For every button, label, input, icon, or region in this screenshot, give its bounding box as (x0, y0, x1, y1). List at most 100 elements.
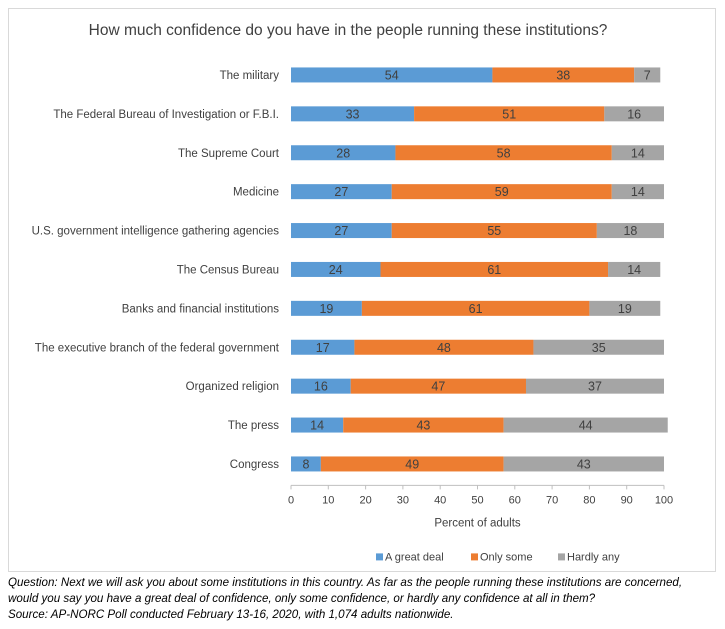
bar-segment-only-some (361, 300, 590, 316)
x-tick-label: 100 (655, 494, 673, 506)
category-label: The Federal Bureau of Investigation or F… (53, 109, 279, 121)
data-label: 37 (588, 380, 602, 394)
bar-segment-a-great-deal (291, 261, 381, 277)
data-label: 61 (487, 263, 501, 277)
category-label: The Census Bureau (177, 264, 279, 276)
category-label: Medicine (233, 187, 279, 199)
data-label: 54 (385, 68, 399, 82)
legend-swatch-a-great-deal (376, 553, 383, 561)
category-label: Banks and financial institutions (122, 303, 280, 315)
data-label: 19 (618, 302, 632, 316)
x-tick-label: 80 (583, 494, 595, 506)
data-label: 28 (336, 146, 350, 160)
data-label: 49 (405, 457, 419, 471)
data-label: 27 (334, 185, 348, 199)
bar-segment-hardly-any (634, 67, 661, 83)
legend-label: Only some (480, 551, 533, 563)
category-label: The executive branch of the federal gove… (35, 342, 280, 354)
bar-segment-hardly-any (596, 223, 664, 239)
data-label: 14 (631, 185, 645, 199)
bar-segment-a-great-deal (291, 223, 392, 239)
data-label: 48 (437, 341, 451, 355)
data-label: 8 (302, 457, 309, 471)
category-label: The Supreme Court (178, 148, 280, 160)
legend-label: Hardly any (567, 551, 620, 563)
legend-label: A great deal (385, 551, 444, 563)
data-label: 51 (502, 107, 516, 121)
category-label: The military (220, 70, 280, 82)
data-label: 33 (346, 107, 360, 121)
x-tick-label: 70 (546, 494, 558, 506)
data-label: 16 (627, 107, 641, 121)
footnote-question-line-1: Question: Next we will ask you about som… (8, 576, 683, 589)
x-tick-label: 30 (397, 494, 409, 506)
bar-segment-a-great-deal (291, 456, 321, 472)
bar-segment-hardly-any (503, 456, 664, 472)
category-label: The press (228, 420, 279, 432)
bar-segment-only-some (350, 378, 526, 394)
bar-segment-hardly-any (589, 300, 661, 316)
data-label: 27 (334, 224, 348, 238)
data-label: 14 (627, 263, 641, 277)
data-label: 19 (319, 302, 333, 316)
data-label: 38 (556, 68, 570, 82)
data-label: 14 (310, 419, 324, 433)
data-label: 55 (487, 224, 501, 238)
bar-segment-only-some (380, 261, 609, 277)
x-tick-label: 0 (288, 494, 294, 506)
bar-segment-hardly-any (608, 261, 661, 277)
bar-segment-only-some (414, 106, 605, 122)
x-tick-label: 50 (471, 494, 483, 506)
data-label: 16 (314, 380, 328, 394)
x-tick-label: 60 (509, 494, 521, 506)
data-label: 24 (329, 263, 343, 277)
bar-segment-hardly-any (604, 106, 664, 122)
bar-segment-a-great-deal (291, 184, 392, 200)
x-tick-label: 20 (359, 494, 371, 506)
legend-swatch-hardly-any (558, 553, 565, 561)
data-label: 61 (469, 302, 483, 316)
bar-segment-only-some (391, 184, 612, 200)
bar-segment-a-great-deal (291, 417, 344, 433)
bar-segment-hardly-any (525, 378, 664, 394)
bar-segment-hardly-any (611, 184, 664, 200)
bar-segment-only-some (320, 456, 504, 472)
category-label: Congress (230, 459, 279, 471)
data-label: 47 (431, 380, 445, 394)
bar-segment-a-great-deal (291, 300, 362, 316)
bar-segment-a-great-deal (291, 339, 355, 355)
bar-segment-a-great-deal (291, 145, 396, 161)
bar-segment-only-some (492, 67, 635, 83)
data-label: 14 (631, 146, 645, 160)
data-label: 17 (316, 341, 330, 355)
x-axis-title: Percent of adults (434, 517, 521, 529)
bar-segment-hardly-any (611, 145, 664, 161)
legend-swatch-only-some (471, 553, 478, 561)
chart-title: How much confidence do you have in the p… (89, 22, 608, 39)
data-label: 43 (577, 457, 591, 471)
data-label: 18 (623, 224, 637, 238)
bar-segment-a-great-deal (291, 378, 351, 394)
bar-segment-only-some (391, 223, 597, 239)
bar-segment-only-some (395, 145, 612, 161)
data-label: 43 (416, 419, 430, 433)
data-label: 35 (592, 341, 606, 355)
data-label: 58 (497, 146, 511, 160)
data-label: 59 (495, 185, 509, 199)
bar-segment-only-some (354, 339, 534, 355)
footnote-source: Source: AP-NORC Poll conducted February … (8, 608, 454, 621)
footnote-question-line-2: would you say you have a great deal of c… (8, 592, 596, 605)
bar-segment-only-some (343, 417, 504, 433)
category-label: Organized religion (186, 381, 279, 393)
bar-segment-hardly-any (533, 339, 664, 355)
category-label: U.S. government intelligence gathering a… (32, 226, 280, 238)
data-label: 44 (579, 419, 593, 433)
x-tick-label: 90 (621, 494, 633, 506)
bar-segment-hardly-any (503, 417, 668, 433)
x-tick-label: 40 (434, 494, 446, 506)
x-tick-label: 10 (322, 494, 334, 506)
chart-frame (8, 8, 716, 572)
bar-segment-a-great-deal (291, 67, 493, 83)
data-label: 7 (644, 68, 651, 82)
